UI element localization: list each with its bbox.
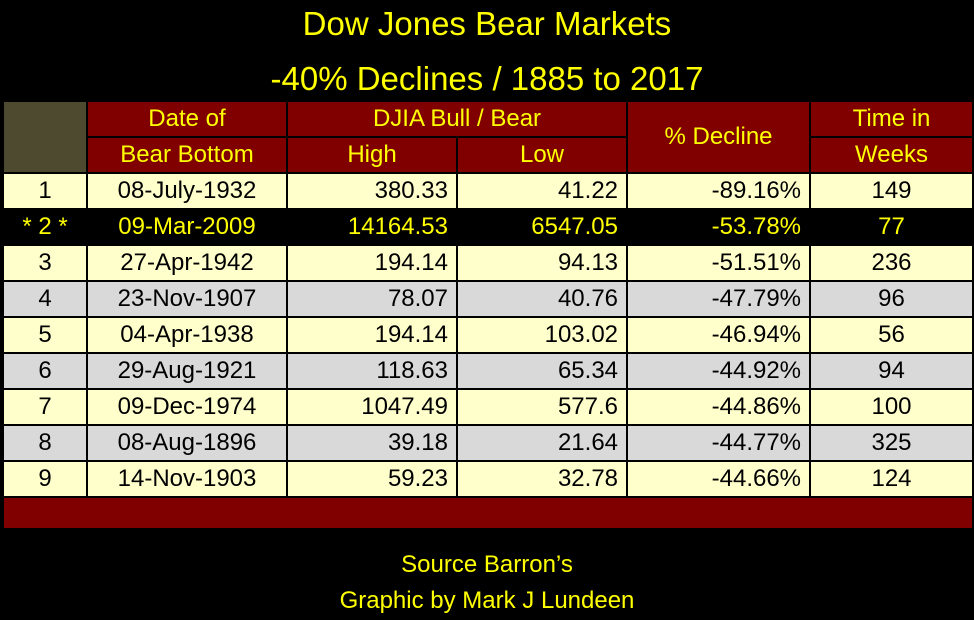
chart-subtitle: -40% Declines / 1885 to 2017: [270, 60, 704, 97]
rank-cell: 4: [2, 280, 88, 318]
header-djia: DJIA Bull / Bear: [285, 100, 629, 138]
low-cell: 103.02: [455, 316, 629, 354]
decline-cell: -51.51%: [626, 244, 812, 282]
low-cell: 40.76: [455, 280, 629, 318]
chart-title: Dow Jones Bear Markets: [302, 5, 672, 42]
high-cell: 14164.53: [286, 208, 458, 246]
low-cell: 41.22: [455, 172, 629, 210]
high-cell: 78.07: [286, 280, 458, 318]
table-row: 3 27-Apr-1942 194.14 94.13 -51.51% 236: [2, 244, 974, 282]
date-cell: 14-Nov-1903: [86, 460, 288, 498]
weeks-cell: 100: [809, 388, 974, 426]
weeks-cell: 149: [809, 172, 974, 210]
date-cell: 23-Nov-1907: [86, 280, 288, 318]
low-cell: 65.34: [455, 352, 629, 390]
weeks-cell: 96: [809, 280, 974, 318]
table-row: 7 09-Dec-1974 1047.49 577.6 -44.86% 100: [2, 388, 974, 426]
rank-cell: 5: [2, 316, 88, 354]
table-row: 8 08-Aug-1896 39.18 21.64 -44.77% 325: [2, 424, 974, 462]
header-time-line1: Time in: [809, 100, 974, 138]
high-cell: 118.63: [286, 352, 458, 390]
low-cell: 32.78: [455, 460, 629, 498]
rank-cell: 8: [2, 424, 88, 462]
table-row: 5 04-Apr-1938 194.14 103.02 -46.94% 56: [2, 316, 974, 354]
table-row: * 2 * 09-Mar-2009 14164.53 6547.05 -53.78% 77: [2, 208, 974, 246]
decline-cell: -53.78%: [626, 208, 812, 246]
date-cell: 08-Aug-1896: [86, 424, 288, 462]
high-cell: 59.23: [286, 460, 458, 498]
date-cell: 29-Aug-1921: [86, 352, 288, 390]
header-decline: % Decline: [626, 100, 812, 174]
header-date-line2: Bear Bottom: [86, 136, 288, 174]
header-low: Low: [455, 136, 629, 174]
date-cell: 04-Apr-1938: [86, 316, 288, 354]
date-cell: 09-Dec-1974: [86, 388, 288, 426]
bottom-band-cell: [1, 496, 974, 530]
weeks-cell: 236: [809, 244, 974, 282]
header-date-line1: Date of: [86, 100, 288, 138]
high-cell: 194.14: [286, 244, 458, 282]
header-row-1: Date of DJIA Bull / Bear % Decline Time …: [2, 100, 974, 174]
date-cell: 08-July-1932: [86, 172, 288, 210]
low-cell: 21.64: [455, 424, 629, 462]
low-cell: 94.13: [455, 244, 629, 282]
table-row: 6 29-Aug-1921 118.63 65.34 -44.92% 94: [2, 352, 974, 390]
bear-markets-table: Date of DJIA Bull / Bear % Decline Time …: [1, 100, 974, 530]
rank-cell: 3: [2, 244, 88, 282]
weeks-cell: 77: [809, 208, 974, 246]
table-row: 1 08-July-1932 380.33 41.22 -89.16% 149: [2, 172, 974, 210]
header-corner-cell: [2, 100, 88, 174]
low-cell: 577.6: [455, 388, 629, 426]
header-high: High: [286, 136, 458, 174]
high-cell: 1047.49: [286, 388, 458, 426]
weeks-cell: 56: [809, 316, 974, 354]
low-cell: 6547.05: [455, 208, 629, 246]
decline-cell: -89.16%: [626, 172, 812, 210]
rank-cell: 9: [2, 460, 88, 498]
rank-cell: 1: [2, 172, 88, 210]
header-time-line2: Weeks: [809, 136, 974, 174]
high-cell: 194.14: [286, 316, 458, 354]
footer-source: Source Barron’s: [401, 551, 573, 578]
footer-credit: Graphic by Mark J Lundeen: [339, 587, 635, 614]
decline-cell: -44.86%: [626, 388, 812, 426]
date-cell: 27-Apr-1942: [86, 244, 288, 282]
rank-cell: 7: [2, 388, 88, 426]
date-cell: 09-Mar-2009: [86, 208, 288, 246]
table-row: 9 14-Nov-1903 59.23 32.78 -44.66% 124: [2, 460, 974, 498]
table-bottom-band: [1, 496, 974, 530]
header-row-2: Bear Bottom High Low Weeks: [3, 136, 974, 174]
decline-cell: -44.77%: [626, 424, 812, 462]
high-cell: 380.33: [286, 172, 458, 210]
weeks-cell: 124: [809, 460, 974, 498]
high-cell: 39.18: [286, 424, 458, 462]
rank-cell: 6: [2, 352, 88, 390]
table-row: 4 23-Nov-1907 78.07 40.76 -47.79% 96: [2, 280, 974, 318]
decline-cell: -44.66%: [626, 460, 812, 498]
decline-cell: -47.79%: [626, 280, 812, 318]
weeks-cell: 94: [809, 352, 974, 390]
weeks-cell: 325: [809, 424, 974, 462]
decline-cell: -46.94%: [626, 316, 812, 354]
decline-cell: -44.92%: [626, 352, 812, 390]
rank-cell: * 2 *: [2, 208, 88, 246]
